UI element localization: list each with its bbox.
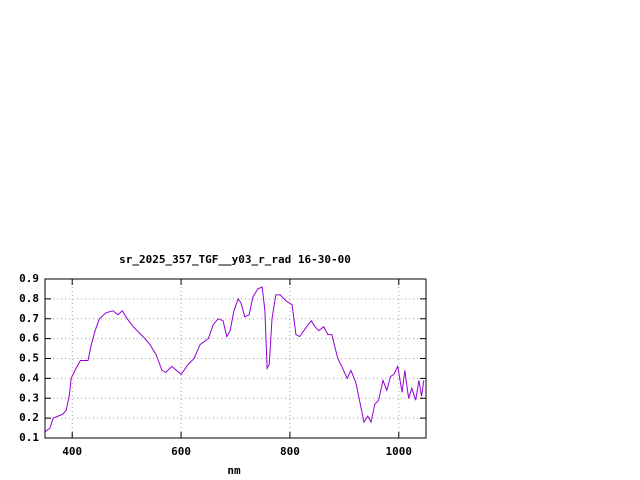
y-tick-label: 0.2 [19,411,39,424]
data-line [44,286,425,433]
y-tick-label: 0.3 [19,391,39,404]
x-tick-label: 400 [62,445,82,458]
x-axis-label: nm [227,464,241,477]
x-tick-label: 800 [280,445,300,458]
plot-border [44,278,427,439]
chart-title: sr_2025_357_TGF__y03_r_rad 16-30-00 [119,253,351,266]
y-tick-label: 0.6 [19,332,39,345]
x-tick-label: 600 [171,445,191,458]
y-tick-label: 0.9 [19,272,39,285]
y-tick-label: 0.7 [19,312,39,325]
x-tick-label: 1000 [386,445,413,458]
y-tick-label: 0.1 [19,431,39,444]
y-tick-label: 0.4 [19,371,39,384]
y-tick-label: 0.8 [19,292,39,305]
y-tick-label: 0.5 [19,352,39,365]
